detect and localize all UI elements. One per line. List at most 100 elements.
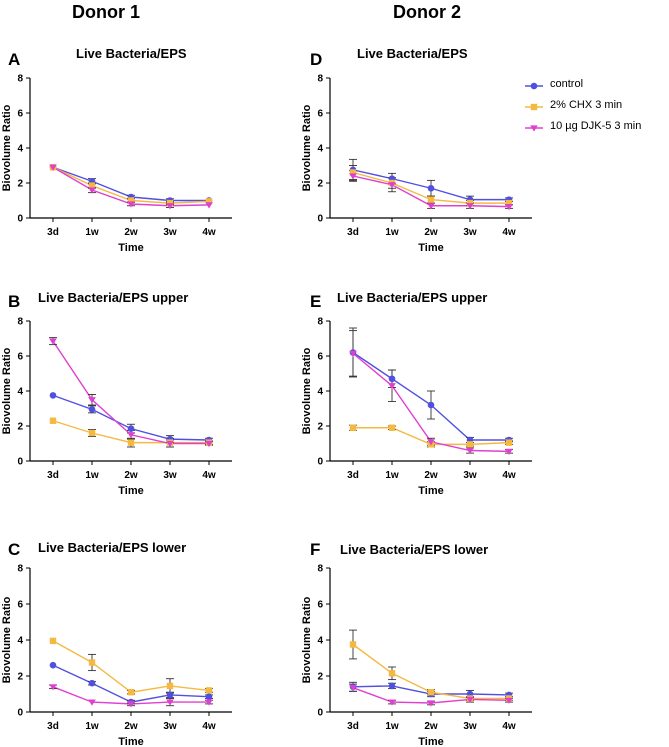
panel-b-point-control (127, 425, 135, 432)
panel-c-x-tick-label: 3w (163, 721, 177, 732)
panel-d-point-2-chx-3-min (505, 199, 513, 207)
panel-d-point-control (427, 184, 435, 192)
panel-f-x-tick-label: 1w (385, 721, 399, 732)
panel-c-y-tick-label: 4 (17, 636, 23, 647)
panel-b-point-10-g-djk-5-3-min (205, 440, 213, 448)
panel-c-x-tick-label: 4w (202, 721, 216, 732)
panel-f-point-2-chx-3-min (349, 641, 357, 648)
legend-label-chx: 2% CHX 3 min (550, 99, 623, 111)
panel-b-point-2-chx-3-min (127, 439, 135, 446)
panel-c-point-2-chx-3-min (127, 689, 135, 696)
panel-f-y-tick-label: 0 (317, 708, 323, 719)
panel-f-point-2-chx-3-min (388, 670, 396, 677)
panel-b-x-tick-label: 4w (202, 470, 216, 481)
panel-d-y-tick-label: 2 (317, 179, 323, 190)
panel-a-point-2-chx-3-min (205, 198, 213, 205)
chart-panel-d: 0 2 4 6 8 3d 1w 2w 3w 4w Time Biovolume Ratio (301, 74, 532, 254)
panel-b-y-tick-label: 0 (17, 457, 23, 468)
panel-a-point-10-g-djk-5-3-min (127, 201, 135, 208)
panel-b-x-tick-label: 2w (124, 470, 138, 481)
panel-c-point-control (205, 693, 213, 700)
panel-c-point-control (88, 679, 96, 687)
panel-c-y-tick-label: 8 (17, 564, 23, 575)
panel-b-point-10-g-djk-5-3-min (49, 338, 57, 345)
panel-e-point-10-g-djk-5-3-min (466, 447, 474, 455)
panel-d-point-10-g-djk-5-3-min (427, 203, 435, 210)
panel-d-x-tick-label: 2w (424, 227, 438, 238)
panel-d-point-10-g-djk-5-3-min (466, 203, 474, 210)
panel-d-x-tick-label: 3d (347, 227, 359, 238)
panel-d-point-10-g-djk-5-3-min (349, 173, 357, 180)
chart-panel-b: 0 2 4 6 8 3d 1w 2w 3w 4w Time Biovolume Ratio (1, 317, 232, 497)
panel-e-point-2-chx-3-min (505, 439, 513, 446)
panel-e-x-tick-label: 4w (502, 470, 516, 481)
panel-c-point-10-g-djk-5-3-min (88, 699, 96, 706)
legend-item-control: control (523, 78, 669, 99)
panel-c-point-2-chx-3-min (49, 637, 57, 645)
panel-b-point-10-g-djk-5-3-min (88, 397, 96, 404)
panel-e-point-10-g-djk-5-3-min (349, 350, 357, 357)
panel-letter-e: E (310, 292, 322, 311)
panel-c-series-line-2-chx-3-min (52, 640, 210, 693)
panel-e-point-10-g-djk-5-3-min (388, 383, 396, 390)
panel-c-x-tick-label: 2w (124, 721, 138, 732)
panel-f-x-axis-label: Time (418, 736, 443, 747)
panel-f-y-axis-label: Biovolume Ratio (301, 596, 313, 683)
legend-marker-chx (525, 103, 543, 111)
panel-c-point-2-chx-3-min (88, 659, 96, 666)
panel-a-x-axis-label: Time (118, 242, 143, 254)
panel-b-y-axis-label: Biovolume Ratio (1, 347, 13, 434)
panel-c-point-2-chx-3-min (166, 682, 174, 690)
panel-a-x-tick-label: 1w (85, 227, 99, 238)
legend-label-control: control (550, 78, 584, 90)
panel-f-point-2-chx-3-min (427, 689, 435, 696)
panel-d-y-tick-label: 6 (317, 109, 323, 120)
panel-title-e: Live Bacteria/EPS upper (337, 290, 488, 305)
panel-title-b: Live Bacteria/EPS upper (38, 290, 189, 305)
panel-a-x-tick-label: 3d (47, 227, 59, 238)
panel-d-y-tick-label: 4 (317, 144, 323, 155)
panel-f-point-10-g-djk-5-3-min (349, 685, 357, 692)
panel-b-point-2-chx-3-min (49, 417, 57, 424)
panel-d-point-2-chx-3-min (466, 199, 474, 207)
panel-c-point-10-g-djk-5-3-min (49, 684, 57, 691)
panel-b-x-tick-label: 3d (47, 470, 59, 481)
panel-letter-f: F (310, 540, 321, 559)
panel-b-y-tick-label: 4 (17, 387, 23, 398)
legend-item-chx: 2% CHX 3 min (523, 99, 669, 120)
legend-item-djk5: 10 µg DJK-5 3 min (523, 120, 669, 141)
legend-symbol-10-g-djk-5-3-min (530, 125, 538, 132)
panel-d-point-2-chx-3-min (427, 196, 435, 203)
panel-d-x-tick-label: 1w (385, 227, 399, 238)
panel-title-c: Live Bacteria/EPS lower (38, 540, 187, 555)
panel-title-d: Live Bacteria/EPS (357, 46, 468, 61)
panel-f-y-tick-label: 2 (317, 672, 323, 683)
panel-b-x-tick-label: 1w (85, 470, 99, 481)
panel-c-point-control (49, 661, 57, 669)
panel-d-y-tick-label: 8 (317, 74, 323, 85)
panel-b-point-control (88, 406, 96, 413)
panel-d-x-tick-label: 3w (463, 227, 477, 238)
panel-f-y-tick-label: 4 (317, 636, 323, 647)
chart-panel-e: 0 2 4 6 8 3d 1w 2w 3w 4w Time Biovolume Ratio (301, 317, 532, 497)
panel-e-x-tick-label: 1w (385, 470, 399, 481)
panel-d-y-axis-label: Biovolume Ratio (301, 104, 313, 191)
panel-b-y-tick-label: 8 (17, 317, 23, 328)
panel-d-y-tick-label: 0 (317, 214, 323, 225)
legend-symbol-2-chx-3-min (530, 103, 538, 111)
panel-e-y-tick-label: 8 (317, 317, 323, 328)
panel-a-point-10-g-djk-5-3-min (166, 203, 174, 210)
legend-marker-djk5 (525, 125, 543, 132)
panel-e-point-10-g-djk-5-3-min (427, 439, 435, 446)
panel-a-y-tick-label: 8 (17, 74, 23, 85)
panel-c-point-10-g-djk-5-3-min (205, 699, 213, 706)
legend-symbol-control (530, 82, 538, 90)
panel-e-y-tick-label: 4 (317, 387, 323, 398)
panel-f-point-control (388, 682, 396, 690)
panel-e-y-tick-label: 2 (317, 422, 323, 433)
panel-a-y-tick-label: 6 (17, 109, 23, 120)
panel-a-y-tick-label: 4 (17, 144, 23, 155)
panel-title-a: Live Bacteria/EPS (76, 46, 187, 61)
panel-c-point-10-g-djk-5-3-min (166, 699, 174, 706)
panel-f-x-tick-label: 3w (463, 721, 477, 732)
